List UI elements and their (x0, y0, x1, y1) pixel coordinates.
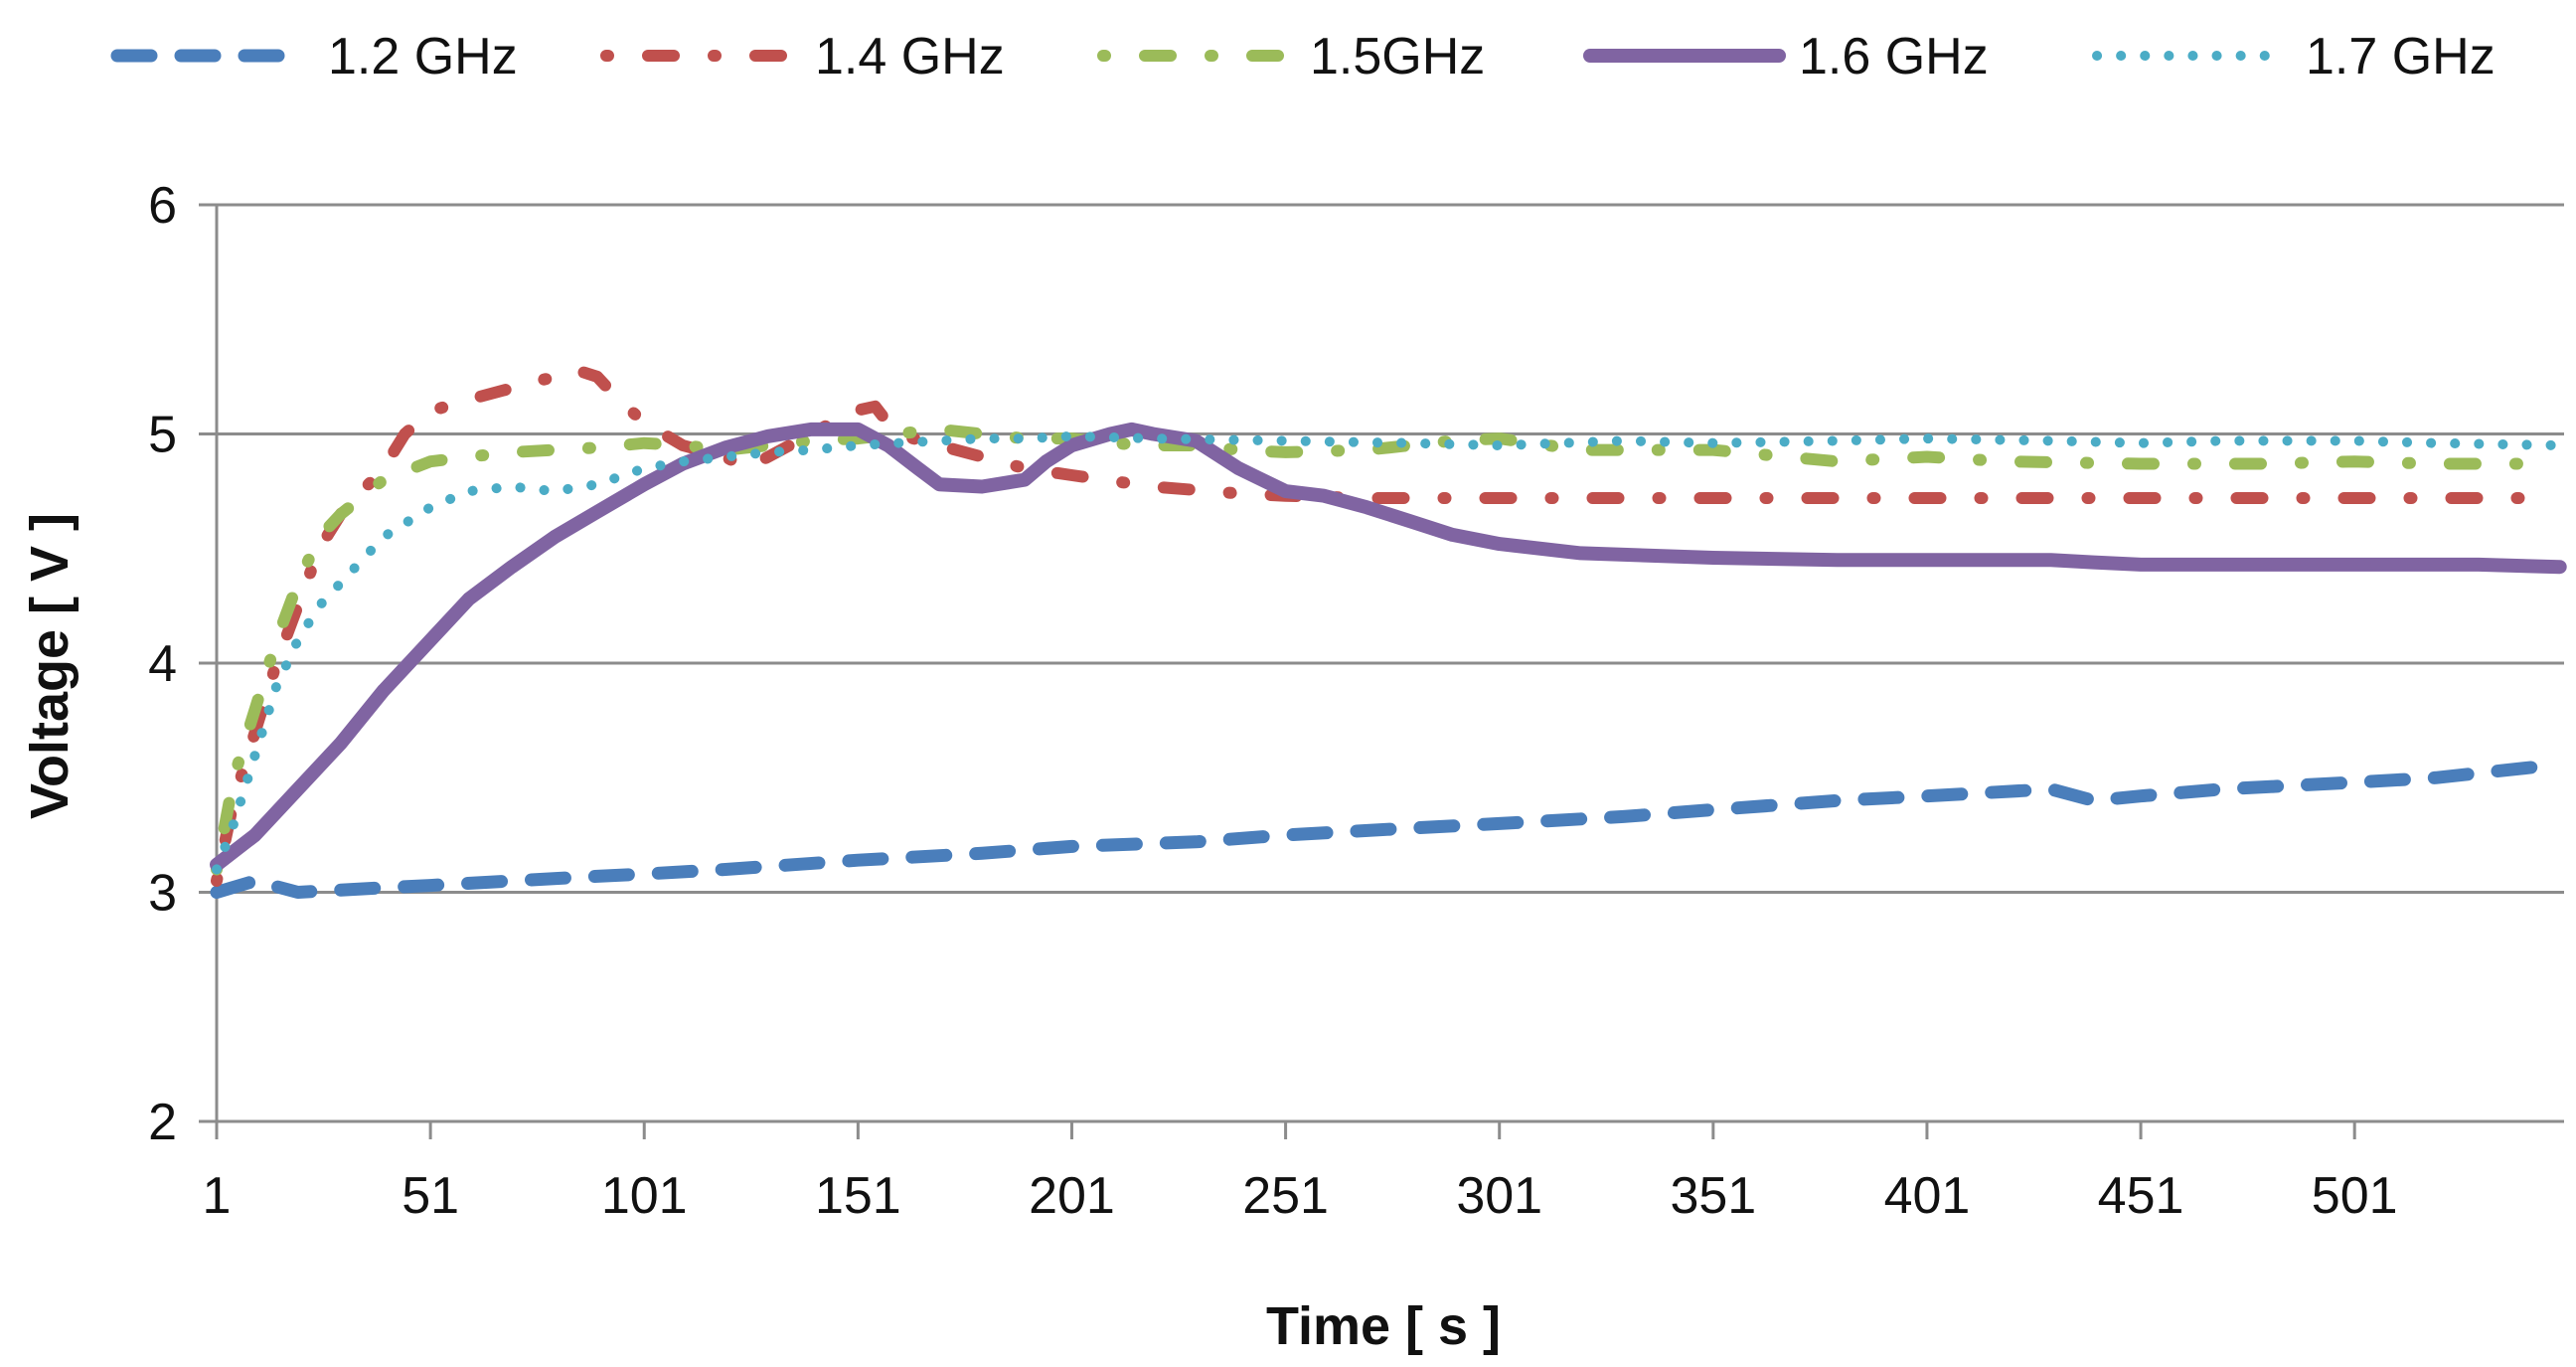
x-tick-label-401: 401 (1884, 1167, 1971, 1225)
x-tick-label-201: 201 (1029, 1167, 1115, 1225)
legend-label-1-4-ghz: 1.4 GHz (815, 28, 1005, 85)
legend-item-1-6-ghz: 1.6 GHz (1583, 28, 1989, 85)
x-axis-title: Time [ s ] (1266, 1296, 1501, 1356)
y-axis-title: Voltage [ V ] (20, 513, 80, 819)
x-tick-label-501: 501 (2312, 1167, 2398, 1225)
legend-label-1-2-ghz: 1.2 GHz (328, 28, 518, 85)
grid-lines (217, 203, 2564, 894)
x-tick-label-351: 351 (1670, 1167, 1756, 1225)
legend-item-1-4-ghz: 1.4 GHz (600, 28, 1005, 85)
legend: 1.2 GHz 1.4 GHz 1.5GHz 1.6 GHz 1.7 GHz (110, 28, 2496, 85)
legend-item-1-7-ghz: 1.7 GHz (2092, 28, 2496, 85)
y-tick-label-5: 5 (148, 407, 177, 464)
legend-label-1-6-ghz: 1.6 GHz (1799, 28, 1989, 85)
legend-label-1-7-ghz: 1.7 GHz (2306, 28, 2496, 85)
legend-item-1-2-ghz: 1.2 GHz (110, 28, 518, 85)
series-line-1-5ghz (211, 423, 2549, 876)
y-tick-label-3: 3 (148, 865, 177, 923)
legend-item-1-5ghz: 1.5GHz (1097, 28, 1485, 85)
x-tick-label-1: 1 (203, 1167, 232, 1225)
series-line-1-7-ghz (212, 430, 2565, 875)
y-tick-label-2: 2 (148, 1094, 177, 1151)
y-tick-label-6: 6 (148, 177, 177, 235)
legend-label-1-5ghz: 1.5GHz (1310, 28, 1485, 85)
x-tick-label-51: 51 (402, 1167, 459, 1225)
series-line-1-2-ghz (210, 760, 2549, 899)
x-tick-label-451: 451 (2098, 1167, 2184, 1225)
x-tick-label-151: 151 (815, 1167, 901, 1225)
series-line-1-6-ghz (210, 422, 2567, 872)
x-tick-label-101: 101 (601, 1167, 688, 1225)
y-tick-label-4: 4 (148, 635, 177, 693)
data-series (210, 364, 2567, 899)
x-tick-label-301: 301 (1456, 1167, 1542, 1225)
x-tick-label-251: 251 (1242, 1167, 1329, 1225)
axes (199, 203, 2564, 1139)
series-line-1-4-ghz (211, 364, 2549, 887)
